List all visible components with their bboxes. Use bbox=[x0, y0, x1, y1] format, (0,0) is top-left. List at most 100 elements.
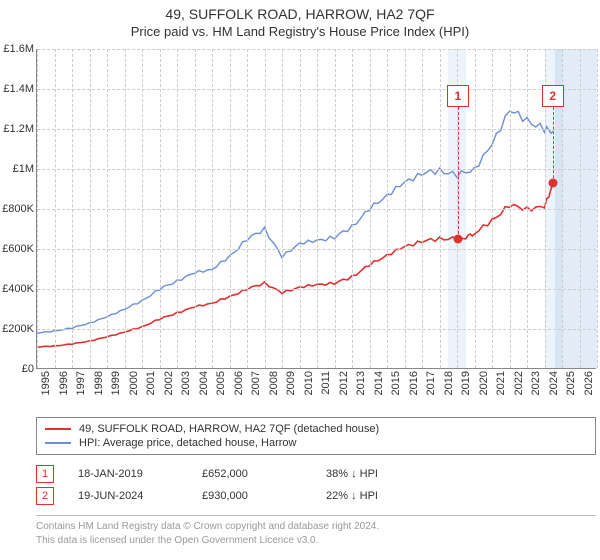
x-tick-label: 2008 bbox=[268, 371, 280, 395]
gridline-v bbox=[37, 49, 38, 368]
y-tick-label: £0 bbox=[0, 363, 34, 375]
x-tick-label: 2012 bbox=[338, 371, 350, 395]
x-tick-label: 2016 bbox=[408, 371, 420, 395]
gridline-v bbox=[492, 49, 493, 368]
chart-area: 12 bbox=[36, 49, 596, 369]
x-tick-label: 2022 bbox=[513, 371, 525, 395]
record-table: 1 18-JAN-2019 £652,000 38% ↓ HPI 2 19-JU… bbox=[36, 463, 596, 507]
marker-connector bbox=[553, 107, 554, 183]
x-tick-label: 2025 bbox=[565, 371, 577, 395]
sale-dot bbox=[453, 234, 462, 243]
x-axis-labels: 1995199619971998199920002001200220032004… bbox=[36, 369, 596, 413]
record-delta: 38% ↓ HPI bbox=[326, 468, 426, 480]
gridline-v bbox=[370, 49, 371, 368]
x-tick-label: 2015 bbox=[390, 371, 402, 395]
record-date: 18-JAN-2019 bbox=[78, 468, 178, 480]
gridline-v bbox=[177, 49, 178, 368]
x-tick-label: 1996 bbox=[58, 371, 70, 395]
record-row: 1 18-JAN-2019 £652,000 38% ↓ HPI bbox=[36, 463, 596, 485]
legend-swatch bbox=[45, 442, 71, 444]
x-tick-label: 2010 bbox=[303, 371, 315, 395]
gridline-v bbox=[195, 49, 196, 368]
y-tick-label: £600K bbox=[0, 243, 34, 255]
marker-badge: 2 bbox=[36, 487, 54, 505]
gridline-v bbox=[90, 49, 91, 368]
x-tick-label: 2013 bbox=[355, 371, 367, 395]
legend-label: HPI: Average price, detached house, Harr… bbox=[79, 437, 296, 449]
y-tick-label: £1.2M bbox=[0, 123, 34, 135]
marker-badge: 1 bbox=[447, 85, 469, 107]
x-tick-label: 2014 bbox=[373, 371, 385, 395]
marker-badge: 2 bbox=[542, 85, 564, 107]
legend: 49, SUFFOLK ROAD, HARROW, HA2 7QF (detac… bbox=[36, 417, 596, 455]
x-tick-label: 2018 bbox=[443, 371, 455, 395]
gridline-v bbox=[387, 49, 388, 368]
gridline-v bbox=[335, 49, 336, 368]
gridline-v bbox=[475, 49, 476, 368]
x-tick-label: 1997 bbox=[75, 371, 87, 395]
gridline-v bbox=[405, 49, 406, 368]
gridline-v bbox=[510, 49, 511, 368]
y-tick-label: £1M bbox=[0, 163, 34, 175]
footer-line: This data is licensed under the Open Gov… bbox=[36, 534, 596, 548]
marker-badge: 1 bbox=[36, 465, 54, 483]
gridline-v bbox=[212, 49, 213, 368]
x-tick-label: 2004 bbox=[198, 371, 210, 395]
gridline-v bbox=[597, 49, 598, 368]
gridline-v bbox=[72, 49, 73, 368]
x-tick-label: 2007 bbox=[250, 371, 262, 395]
x-tick-label: 2006 bbox=[233, 371, 245, 395]
gridline-v bbox=[125, 49, 126, 368]
record-delta: 22% ↓ HPI bbox=[326, 490, 426, 502]
gridline-v bbox=[107, 49, 108, 368]
x-tick-label: 1995 bbox=[40, 371, 52, 395]
x-tick-label: 1998 bbox=[93, 371, 105, 395]
gridline-v bbox=[247, 49, 248, 368]
gridline-v bbox=[317, 49, 318, 368]
x-tick-label: 2023 bbox=[530, 371, 542, 395]
gridline-v bbox=[422, 49, 423, 368]
page-subtitle: Price paid vs. HM Land Registry's House … bbox=[0, 24, 600, 39]
gridline-v bbox=[300, 49, 301, 368]
record-price: £652,000 bbox=[202, 468, 302, 480]
series-line bbox=[37, 111, 553, 333]
x-tick-label: 2001 bbox=[145, 371, 157, 395]
x-tick-label: 2017 bbox=[425, 371, 437, 395]
gridline-v bbox=[142, 49, 143, 368]
gridline-v bbox=[265, 49, 266, 368]
gridline-v bbox=[282, 49, 283, 368]
x-tick-label: 2026 bbox=[583, 371, 595, 395]
y-tick-label: £400K bbox=[0, 283, 34, 295]
y-tick-label: £1.4M bbox=[0, 83, 34, 95]
y-tick-label: £1.6M bbox=[0, 43, 34, 55]
series-line bbox=[37, 183, 553, 347]
sale-dot bbox=[548, 179, 557, 188]
legend-swatch bbox=[45, 428, 71, 430]
gridline-v bbox=[580, 49, 581, 368]
gridline-v bbox=[230, 49, 231, 368]
marker-connector bbox=[458, 107, 459, 239]
footer: Contains HM Land Registry data © Crown c… bbox=[36, 515, 596, 547]
x-tick-label: 2000 bbox=[128, 371, 140, 395]
x-tick-label: 2021 bbox=[495, 371, 507, 395]
legend-row: HPI: Average price, detached house, Harr… bbox=[45, 436, 587, 450]
x-tick-label: 2011 bbox=[320, 371, 332, 395]
page-title: 49, SUFFOLK ROAD, HARROW, HA2 7QF bbox=[0, 6, 600, 22]
x-tick-label: 2019 bbox=[460, 371, 472, 395]
gridline-v bbox=[352, 49, 353, 368]
gridline-v bbox=[440, 49, 441, 368]
x-tick-label: 2002 bbox=[163, 371, 175, 395]
record-price: £930,000 bbox=[202, 490, 302, 502]
gridline-v bbox=[55, 49, 56, 368]
y-tick-label: £200K bbox=[0, 323, 34, 335]
y-tick-label: £800K bbox=[0, 203, 34, 215]
x-tick-label: 2009 bbox=[285, 371, 297, 395]
legend-row: 49, SUFFOLK ROAD, HARROW, HA2 7QF (detac… bbox=[45, 422, 587, 436]
footer-line: Contains HM Land Registry data © Crown c… bbox=[36, 520, 596, 534]
x-tick-label: 2024 bbox=[548, 371, 560, 395]
x-tick-label: 2003 bbox=[180, 371, 192, 395]
x-tick-label: 2020 bbox=[478, 371, 490, 395]
record-date: 19-JUN-2024 bbox=[78, 490, 178, 502]
gridline-v bbox=[160, 49, 161, 368]
x-tick-label: 2005 bbox=[215, 371, 227, 395]
